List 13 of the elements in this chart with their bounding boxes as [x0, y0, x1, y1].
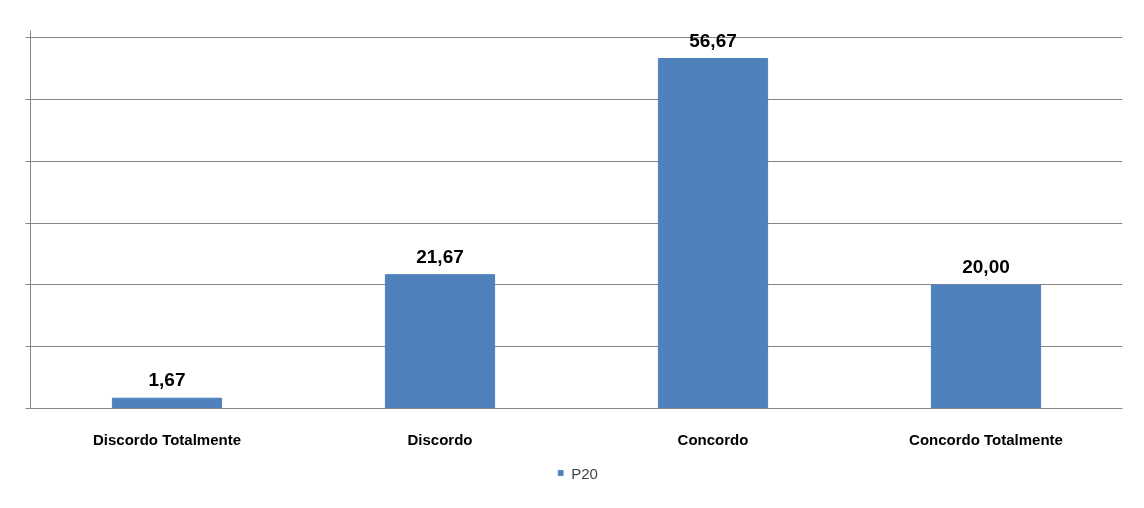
- data-label: 21,67: [416, 245, 464, 267]
- x-tick-label: Concordo Totalmente: [909, 430, 1063, 448]
- bar: [930, 284, 1042, 409]
- bar: [384, 274, 496, 409]
- data-label: 20,00: [962, 255, 1010, 277]
- bar: [111, 397, 223, 409]
- x-tick-label: Discordo Totalmente: [92, 430, 242, 448]
- legend-label: P20: [571, 464, 598, 481]
- data-label: 1,67: [148, 369, 186, 391]
- bar: [657, 58, 769, 409]
- data-label: 56,67: [689, 29, 737, 51]
- x-tick-label: Concordo: [677, 430, 749, 448]
- x-tick-label: Discordo: [407, 430, 473, 448]
